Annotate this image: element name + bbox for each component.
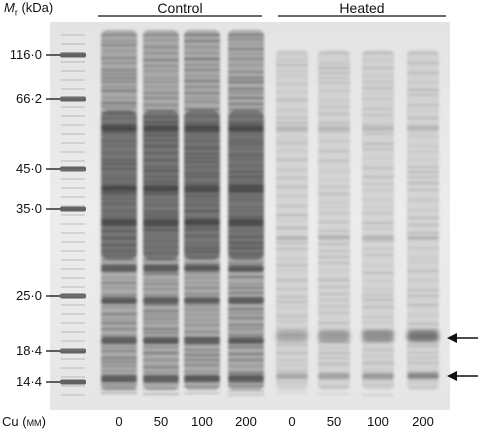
lane-0 <box>101 30 137 394</box>
marker-band-2 <box>60 166 86 172</box>
mw-axis-title: Mr (kDa) <box>4 0 54 18</box>
lane-axis-label: Cu (µm) <box>2 414 46 429</box>
lane-7 <box>407 50 439 390</box>
lane-label-heated-100: 100 <box>367 414 389 429</box>
lane-3 <box>228 30 264 396</box>
lane-1 <box>143 30 179 395</box>
mw-label-116: 116·0 <box>9 47 42 62</box>
lane-label-heated-0: 0 <box>288 414 296 429</box>
lane-label-control-0: 0 <box>115 414 123 429</box>
mw-label-18: 18·4 <box>15 343 42 358</box>
marker-band-6 <box>60 379 86 385</box>
lane-2 <box>184 30 220 394</box>
lane-label-heated-200: 200 <box>412 414 434 429</box>
lane-label-control-100: 100 <box>191 414 213 429</box>
marker-ladder-lane <box>60 34 86 396</box>
lane-label-control-50: 50 <box>153 414 169 429</box>
mw-tick-marks <box>46 54 60 383</box>
mw-label-45: 45·0 <box>15 161 42 176</box>
lane-label-control-200: 200 <box>235 414 257 429</box>
arrow-14-4 <box>447 371 478 381</box>
mw-label-25: 25·0 <box>15 288 42 303</box>
group-label-heated: Heated <box>339 0 385 16</box>
marker-band-5 <box>60 348 86 354</box>
mw-label-35: 35·0 <box>15 201 42 216</box>
lane-4 <box>276 50 308 393</box>
marker-band-1 <box>60 96 86 102</box>
marker-band-3 <box>60 206 86 212</box>
lane-label-heated-50: 50 <box>326 414 342 429</box>
marker-band-0 <box>60 52 86 58</box>
group-label-control: Control <box>157 0 203 16</box>
lane-5 <box>318 50 350 395</box>
marker-band-4 <box>60 293 86 299</box>
mw-label-14: 14·4 <box>15 374 42 389</box>
lane-6 <box>362 50 394 396</box>
sample-lanes <box>101 30 439 396</box>
mw-label-66: 66·2 <box>15 91 42 106</box>
arrow-18-4 <box>447 333 478 343</box>
